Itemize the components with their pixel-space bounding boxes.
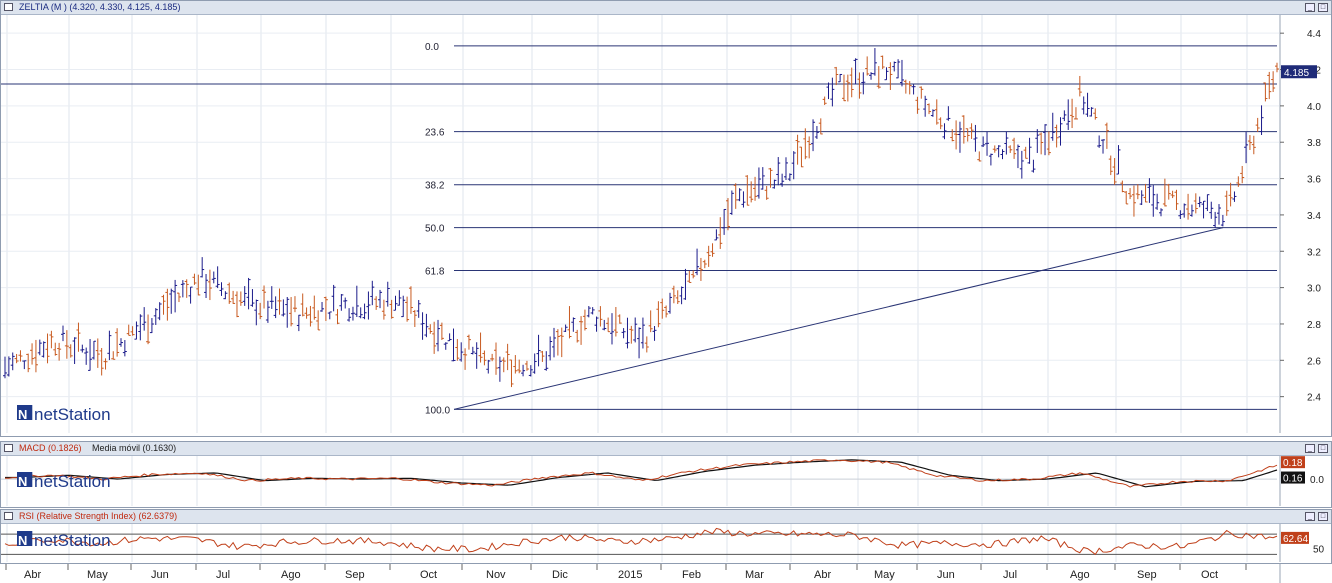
month-label: May (874, 569, 895, 581)
macd-signal-label: Media móvil (0.1630) (92, 443, 177, 453)
watermark-logo-icon (17, 531, 33, 546)
price-chart[interactable]: 4.44.24.03.83.63.43.23.02.82.62.40.023.6… (1, 1, 1331, 436)
month-label: Jul (1003, 569, 1017, 581)
price-tick-label: 3.2 (1307, 247, 1321, 258)
fib-level-label: 0.0 (425, 42, 439, 53)
minimize-button[interactable]: _ (1305, 512, 1315, 521)
price-tick-label: 2.4 (1307, 393, 1321, 404)
chart-window-icon (4, 512, 13, 520)
price-tick-label: 3.0 (1307, 284, 1321, 295)
watermark-text: netStation (34, 472, 111, 491)
chart-window-icon (4, 3, 13, 11)
price-tick-label: 3.8 (1307, 138, 1321, 149)
month-label: 2015 (618, 569, 642, 581)
rsi-value-badge (1281, 531, 1309, 544)
rsi-tick-label: 50 (1313, 544, 1325, 555)
month-label: Dic (552, 569, 568, 581)
price-tick-label: 4.4 (1307, 29, 1321, 40)
macd-signal-line (5, 459, 1278, 488)
fib-level-label: 100.0 (425, 405, 450, 416)
price-tick-label: 3.6 (1307, 175, 1321, 186)
macd-zero-label: 0.0 (1310, 475, 1324, 486)
macd-value-label: 0.18 (1283, 458, 1303, 469)
price-tick-label: 3.4 (1307, 211, 1321, 222)
month-label: Oct (1201, 569, 1218, 581)
price-tick-label: 2.6 (1307, 356, 1321, 367)
last-price-label: 4.185 (1284, 68, 1309, 79)
rsi-value-label: 62.64 (1283, 534, 1308, 545)
watermark-logo-letter: N (18, 474, 27, 489)
maximize-button[interactable]: □ (1318, 512, 1328, 521)
price-tick-label: 2.8 (1307, 320, 1321, 331)
month-label: Abr (814, 569, 831, 581)
macd-indicator-label: MACD (0.1826) (19, 443, 82, 453)
month-label: Oct (420, 569, 437, 581)
rsi-chart[interactable]: 62.64 50 N netStation (1, 510, 1331, 563)
macd-chart[interactable]: 0.18 0.16 0.0 N netStation (1, 442, 1331, 507)
time-axis: Abr May Jun Jul Ago Sep Oct Nov Dic 2015 Feb Mar Abr… (0, 563, 1332, 583)
fib-level-label: 61.8 (425, 267, 445, 278)
minimize-button[interactable]: _ (1305, 444, 1315, 453)
watermark-logo-icon (17, 472, 33, 487)
last-price-badge (1281, 65, 1317, 79)
month-label: Mar (745, 569, 764, 581)
fib-level-label: 38.2 (425, 181, 445, 192)
month-label: Ago (1070, 569, 1090, 581)
month-label: Nov (486, 569, 506, 581)
month-label: Jul (216, 569, 230, 581)
watermark-text: netStation (34, 531, 111, 550)
macd-value-badge (1281, 456, 1305, 469)
rsi-line (4, 527, 1278, 556)
minimize-button[interactable]: _ (1305, 3, 1315, 12)
price-symbol: ZELTIA (19, 2, 49, 12)
price-pane: ZELTIA (M ) (4.320, 4.330, 4.125, 4.185)… (0, 0, 1332, 437)
month-label: Sep (1137, 569, 1157, 581)
price-title-bar: ZELTIA (M ) (4.320, 4.330, 4.125, 4.185)… (1, 1, 1331, 15)
chart-window-icon (4, 444, 13, 452)
signal-value-label: 0.16 (1283, 474, 1303, 485)
price-params: (M ) (4.320, 4.330, 4.125, 4.185) (50, 2, 181, 12)
macd-line (4, 459, 1278, 488)
rsi-pane: RSI (Relative Strength Index) (62.6379) … (0, 509, 1332, 564)
macd-pane: MACD (0.1826) Media móvil (0.1630) _ □ 0… (0, 441, 1332, 508)
fib-level-label: 50.0 (425, 224, 445, 235)
rsi-title-bar: RSI (Relative Strength Index) (62.6379) … (1, 510, 1331, 524)
signal-value-badge (1281, 471, 1305, 484)
watermark-text: netStation (34, 405, 111, 424)
month-label: Jun (937, 569, 955, 581)
maximize-button[interactable]: □ (1318, 444, 1328, 453)
rsi-indicator-label: RSI (Relative Strength Index) (62.6379) (19, 511, 178, 521)
watermark-logo-letter: N (18, 533, 27, 548)
watermark-logo-icon (17, 405, 33, 420)
month-label: Feb (682, 569, 701, 581)
time-axis-svg: Abr May Jun Jul Ago Sep Oct Nov Dic 2015 Feb Mar Abr… (5, 564, 1281, 583)
month-label: Sep (345, 569, 365, 581)
month-label: Abr (24, 569, 41, 581)
month-label: Ago (281, 569, 301, 581)
watermark-logo-letter: N (18, 407, 27, 422)
month-label: Jun (151, 569, 169, 581)
trendline (453, 227, 1224, 410)
fib-level-label: 23.6 (425, 128, 445, 139)
maximize-button[interactable]: □ (1318, 3, 1328, 12)
price-tick-label: 4.0 (1307, 102, 1321, 113)
month-label: May (87, 569, 108, 581)
macd-title-bar: MACD (0.1826) Media móvil (0.1630) _ □ (1, 442, 1331, 456)
